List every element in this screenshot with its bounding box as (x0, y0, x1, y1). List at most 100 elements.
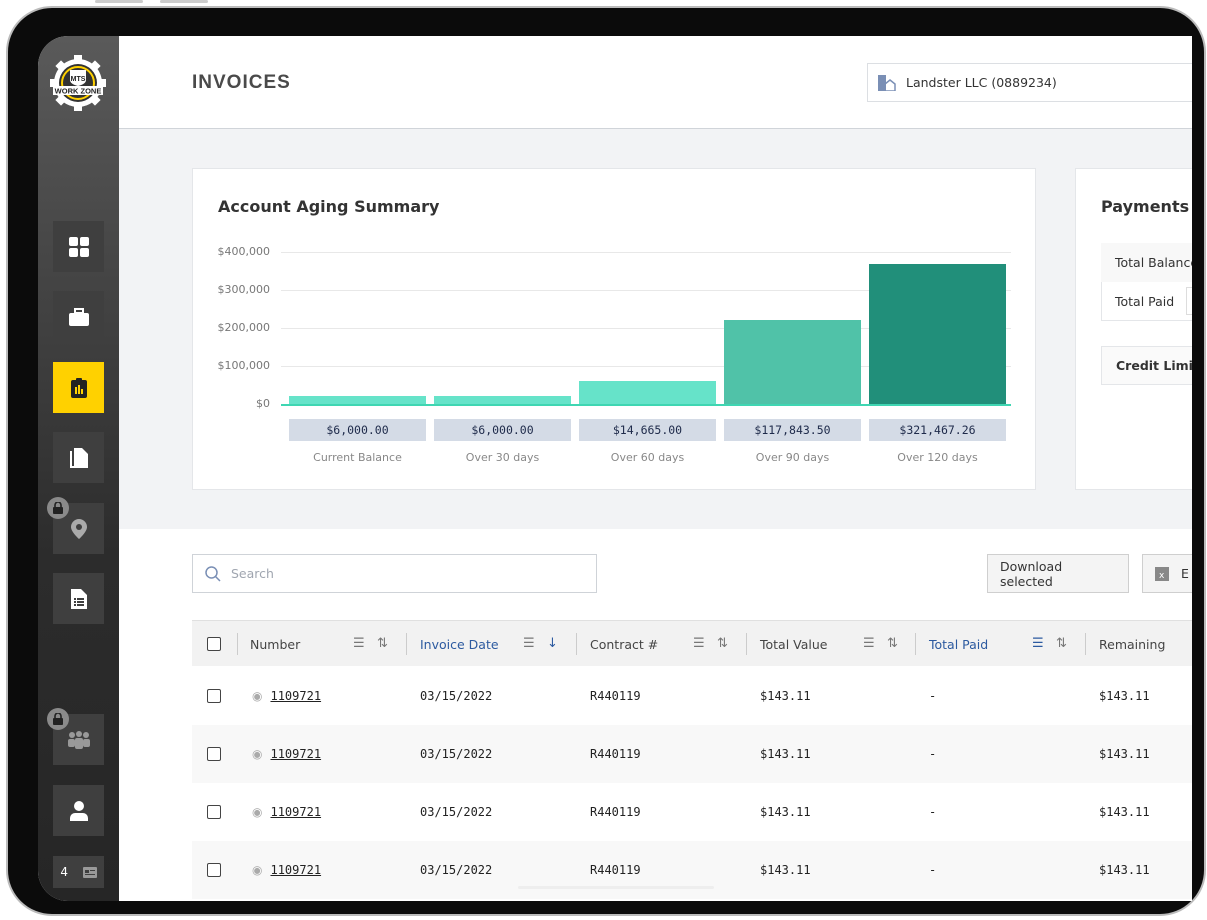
invoice-number-link[interactable]: 1109721 (270, 863, 322, 877)
sidebar-item-locations[interactable] (47, 497, 104, 554)
sidebar-item-invoices[interactable] (53, 362, 104, 413)
eye-icon[interactable]: ◉ (252, 863, 263, 877)
team-icon (67, 730, 90, 749)
sort-desc-icon[interactable]: ↓ (547, 636, 558, 651)
bar (289, 396, 426, 404)
total-balance-label: Total Balance (1101, 243, 1192, 282)
home-indicator (518, 886, 714, 889)
mts-work-zone-logo: WORK ZONE MTS (50, 55, 106, 111)
account-selector[interactable]: Landster LLC (0889234) (867, 63, 1192, 102)
column-divider (406, 633, 407, 655)
row-checkbox[interactable] (207, 805, 221, 819)
bar-value-label: $6,000.00 (434, 419, 571, 441)
total-value: $143.11 (760, 863, 811, 877)
row-checkbox[interactable] (207, 747, 221, 761)
invoice-date: 03/15/2022 (420, 747, 493, 761)
sidebar-notifications[interactable]: 4 (53, 856, 104, 888)
news-icon (82, 866, 97, 878)
sidebar-item-jobs[interactable] (53, 291, 104, 342)
category-label: Current Balance (313, 451, 402, 464)
download-selected-button[interactable]: Download selected (987, 554, 1129, 593)
sidebar-item-profile[interactable] (53, 785, 104, 836)
search-input[interactable]: Search (192, 554, 597, 593)
row-checkbox[interactable] (207, 863, 221, 877)
sort-icon[interactable]: ⇅ (377, 636, 388, 651)
table-row[interactable]: ◉ 1109721 03/15/2022 R440119 $143.11 - $1… (192, 841, 1192, 899)
svg-text:MTS: MTS (71, 76, 86, 83)
bar-value-label: $117,843.50 (724, 419, 861, 441)
sidebar-item-team[interactable] (47, 708, 104, 765)
sort-icon[interactable]: ⇅ (887, 636, 898, 651)
sidebar-item-dashboard[interactable] (53, 221, 104, 272)
remaining: $143.11 (1099, 747, 1150, 761)
column-divider (237, 633, 238, 655)
y-tick-label: $300,000 (217, 283, 271, 296)
building-icon (878, 74, 896, 91)
lock-icon (47, 708, 69, 730)
column-label: Total Value (760, 636, 828, 652)
filter-icon[interactable]: ☰ (863, 636, 875, 651)
filter-icon[interactable]: ☰ (353, 636, 365, 651)
y-tick-label: $100,000 (217, 359, 271, 372)
column-header[interactable]: Total Paid (929, 621, 988, 667)
button-label: Download selected (1000, 558, 1063, 589)
list-document-icon (70, 588, 87, 609)
filter-icon[interactable]: ☰ (693, 636, 705, 651)
table-row[interactable]: ◉ 1109721 03/15/2022 R440119 $143.11 - $1… (192, 667, 1192, 725)
invoice-number-link[interactable]: 1109721 (270, 747, 322, 761)
page-title: INVOICES (192, 72, 291, 93)
sort-icon[interactable]: ⇅ (717, 636, 728, 651)
total-paid-label: Total Paid (1115, 294, 1175, 309)
column-divider (746, 633, 747, 655)
total-paid: - (929, 805, 937, 819)
column-header[interactable]: Total Value (760, 621, 828, 667)
table-row[interactable]: ◉ 1109721 03/15/2022 R440119 $143.11 - $1… (192, 725, 1192, 783)
total-paid: - (929, 689, 937, 703)
bar-value-label: $6,000.00 (289, 419, 426, 441)
invoice-number-link[interactable]: 1109721 (270, 689, 322, 703)
payments-card: Payments / Total Balance Total Paid Cred… (1075, 168, 1192, 490)
search-placeholder: Search (231, 566, 274, 581)
table-row[interactable]: ◉ 1109721 03/15/2022 R440119 $143.11 - $1… (192, 783, 1192, 841)
total-value: $143.11 (760, 689, 811, 703)
contract-number: R440119 (590, 805, 641, 819)
bar-value-label: $14,665.00 (579, 419, 716, 441)
svg-text:x: x (1159, 571, 1165, 581)
gridline (281, 290, 1011, 291)
column-header[interactable]: Remaining (1099, 621, 1165, 667)
y-tick-label: $200,000 (217, 321, 271, 334)
total-paid: - (929, 747, 937, 761)
contract-number: R440119 (590, 689, 641, 703)
invoice-date: 03/15/2022 (420, 805, 493, 819)
eye-icon[interactable]: ◉ (252, 747, 263, 761)
sidebar-item-reports[interactable] (53, 573, 104, 624)
screen: WORK ZONE MTS 4 INVOICES Landster LLC (0… (38, 36, 1192, 901)
remaining: $143.11 (1099, 689, 1150, 703)
row-checkbox[interactable] (207, 689, 221, 703)
column-label: Remaining (1099, 636, 1166, 652)
x-axis-line (281, 404, 1011, 406)
bar-value-label: $321,467.26 (869, 419, 1006, 441)
sidebar-item-documents[interactable] (53, 432, 104, 483)
gridline (281, 252, 1011, 253)
lock-icon (47, 497, 69, 519)
invoice-number-link[interactable]: 1109721 (270, 805, 322, 819)
eye-icon[interactable]: ◉ (252, 805, 263, 819)
column-header[interactable]: Number (250, 621, 300, 667)
column-header[interactable]: Contract # (590, 621, 658, 667)
user-icon (69, 800, 88, 821)
invoice-date: 03/15/2022 (420, 689, 493, 703)
filter-icon[interactable]: ☰ (1032, 636, 1044, 651)
select-all-checkbox[interactable] (207, 637, 221, 651)
account-name: Landster LLC (0889234) (906, 75, 1057, 90)
sort-icon[interactable]: ⇅ (1056, 636, 1067, 651)
gridline (281, 366, 1011, 367)
table-header: Number ☰ ⇅ Invoice Date ☰ ↓ Contract # ☰ ⇅ Total … (192, 620, 1192, 666)
filter-icon[interactable]: ☰ (523, 636, 535, 651)
column-header[interactable]: Invoice Date (420, 621, 499, 667)
tablet-frame: WORK ZONE MTS 4 INVOICES Landster LLC (0… (6, 6, 1206, 916)
eye-icon[interactable]: ◉ (252, 689, 263, 703)
total-paid: - (929, 863, 937, 877)
